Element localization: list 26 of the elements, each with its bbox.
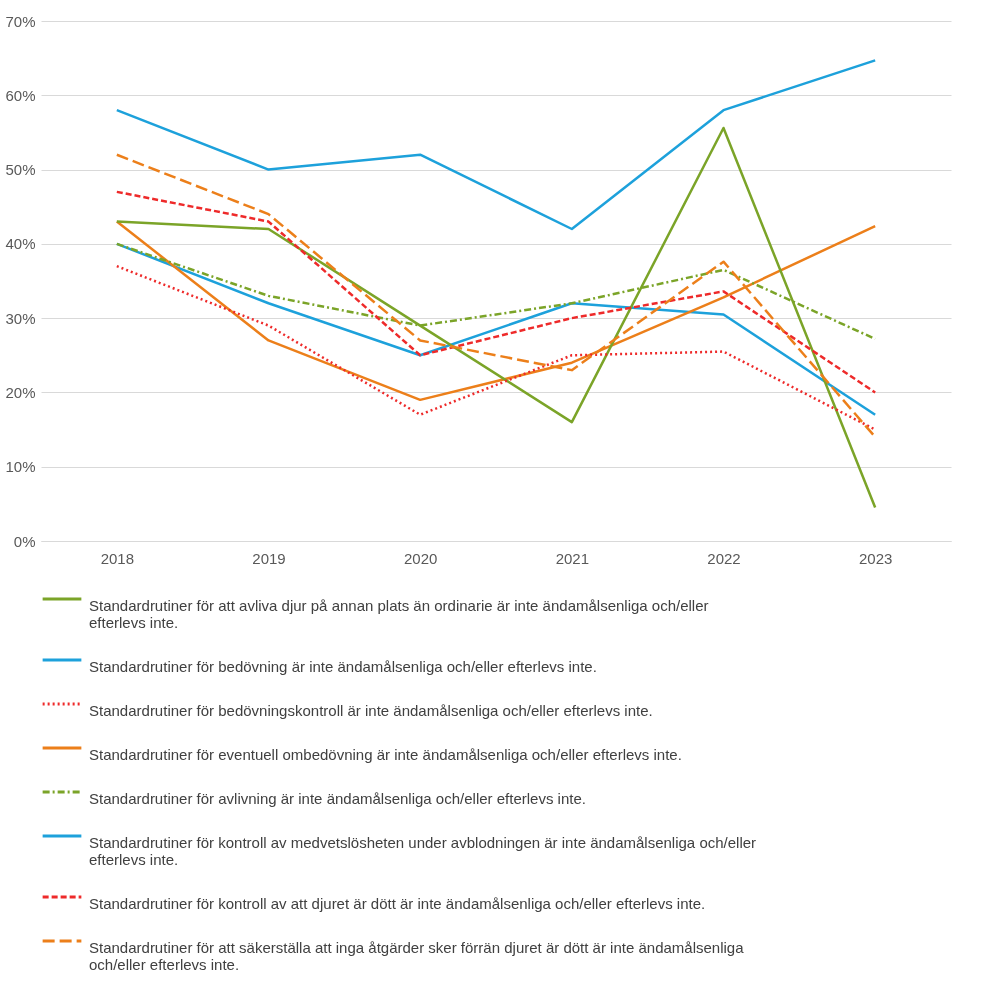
- x-tick-label: 2022: [707, 549, 741, 567]
- legend-label: Standardrutiner för bedövningskontroll är inte ändamålsenliga och/eller efterlevs inte.: [89, 702, 653, 719]
- y-tick-label: 50%: [5, 161, 36, 179]
- x-tick-label: 2021: [555, 549, 590, 567]
- y-tick-label: 40%: [5, 235, 36, 253]
- line-series: [115, 126, 877, 509]
- line-series: [115, 264, 877, 431]
- line-series: [115, 59, 877, 231]
- y-tick-label: 30%: [5, 309, 36, 327]
- y-tick-label: 10%: [5, 458, 36, 476]
- x-tick-label: 2023: [858, 549, 893, 567]
- legend-label: Standardrutiner för att säkerställa att inga åtgärder sker förrän djuret är dött är inte ändamålsenliga och/eller efterlevs inte.: [89, 939, 745, 973]
- legend-label: Standardrutiner för att avliva djur på annan plats än ordinarie är inte ändamålsenliga och/eller efterlevs inte.: [89, 597, 709, 631]
- x-tick-label: 2020: [403, 549, 438, 567]
- legend-label: Standardrutiner för avlivning är inte ändamålsenliga och/eller efterlevs inte.: [89, 790, 586, 807]
- y-tick-label: 70%: [5, 12, 36, 30]
- y-tick-label: 0%: [13, 532, 36, 550]
- x-tick-label: 2018: [100, 549, 135, 567]
- legend-label: Standardrutiner för kontroll av medvetslösheten under avblodningen är inte ändamålsenliga och/eller efterlevs inte.: [89, 834, 757, 868]
- x-tick-label: 2019: [252, 549, 286, 567]
- legend-label: Standardrutiner för bedövning är inte ändamålsenliga och/eller efterlevs inte.: [89, 658, 597, 675]
- line-series: [115, 190, 877, 394]
- y-tick-label: 60%: [5, 86, 36, 104]
- y-tick-label: 20%: [5, 383, 36, 401]
- legend-label: Standardrutiner för kontroll av att djuret är dött är inte ändamålsenliga och/eller efterlevs inte.: [89, 895, 706, 912]
- legend-label: Standardrutiner för eventuell ombedövning är inte ändamålsenliga och/eller efterlevs inte.: [89, 746, 682, 763]
